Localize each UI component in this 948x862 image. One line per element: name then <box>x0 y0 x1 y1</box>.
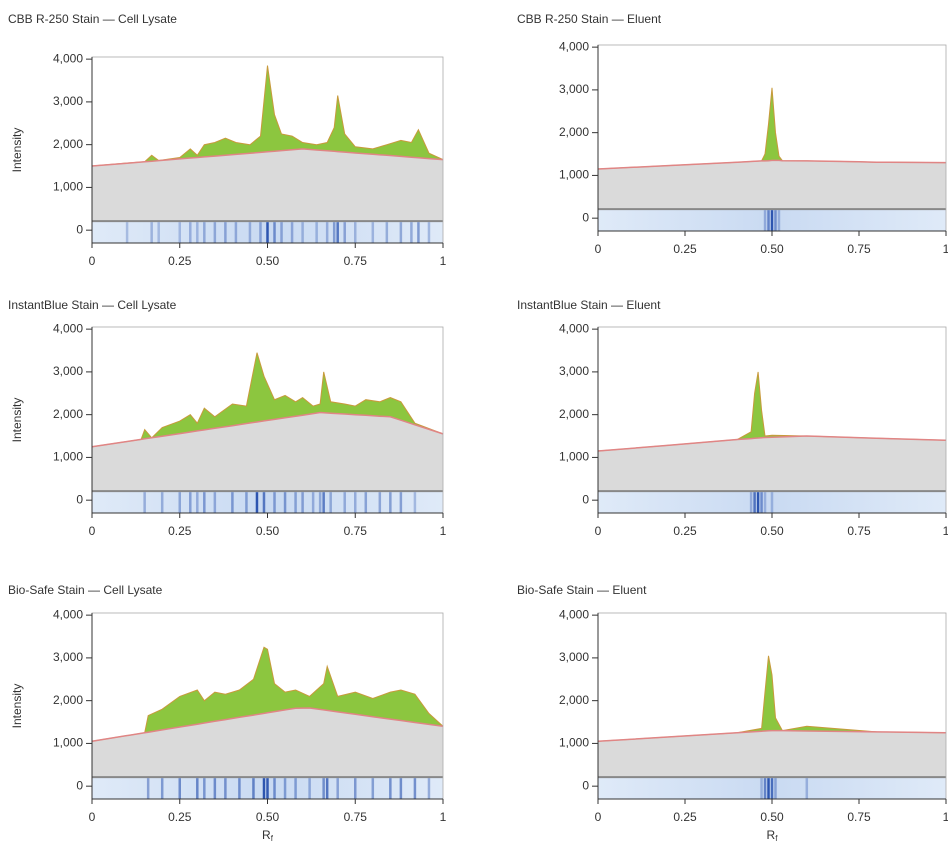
y-tick-label: 0 <box>582 492 589 506</box>
x-tick-label: 0.50 <box>760 524 784 538</box>
x-axis-label-main: R <box>262 828 271 842</box>
y-axis-label: Intensity <box>10 128 24 173</box>
x-tick-label: 0.25 <box>168 524 192 538</box>
x-tick-label: 0.75 <box>344 254 368 268</box>
y-tick-label: 3,000 <box>53 364 83 378</box>
y-tick-label: 3,000 <box>559 82 589 96</box>
x-axis-label-sub: f <box>775 834 778 843</box>
x-tick-label: 0.50 <box>760 810 784 824</box>
figure: CBB R-250 Stain — Cell Lysate 0 1,000 2,000… <box>0 0 948 862</box>
y-tick-label: 4,000 <box>53 321 83 335</box>
x-axis-label: Rf <box>262 828 274 843</box>
y-tick-label: 1,000 <box>559 168 589 182</box>
y-tick-label: 4,000 <box>53 607 83 621</box>
chart-title: InstantBlue Stain — Eluent <box>517 298 661 312</box>
page: {"chart_data": [ {"type": "area", "title… <box>0 0 948 862</box>
x-tick-label: 0.25 <box>673 810 697 824</box>
y-tick-label: 0 <box>76 492 83 506</box>
y-tick-label: 2,000 <box>53 137 83 151</box>
x-tick-label: 1 <box>943 242 948 256</box>
y-tick-label: 2,000 <box>53 693 83 707</box>
x-tick-label: 1 <box>440 254 447 268</box>
y-tick-label: 2,000 <box>559 693 589 707</box>
chart-title: CBB R-250 Stain — Eluent <box>517 12 662 26</box>
y-tick-label: 0 <box>582 210 589 224</box>
x-tick-label: 0 <box>595 524 602 538</box>
y-axis-label: Intensity <box>10 684 24 729</box>
x-tick-label: 0.50 <box>256 524 280 538</box>
y-tick-label: 4,000 <box>559 321 589 335</box>
x-tick-label: 0.50 <box>760 242 784 256</box>
chart-title: Bio-Safe Stain — Cell Lysate <box>8 583 163 597</box>
y-tick-label: 1,000 <box>53 450 83 464</box>
x-tick-label: 1 <box>943 524 948 538</box>
x-tick-label: 0.25 <box>673 242 697 256</box>
x-axis-label-main: R <box>767 828 776 842</box>
y-tick-label: 1,000 <box>53 180 83 194</box>
x-tick-label: 0 <box>595 810 602 824</box>
x-tick-label: 0.25 <box>673 524 697 538</box>
y-tick-label: 3,000 <box>53 94 83 108</box>
chart-title: Bio-Safe Stain — Eluent <box>517 583 647 597</box>
x-tick-label: 0.50 <box>256 254 280 268</box>
x-tick-label: 0.75 <box>344 524 368 538</box>
x-axis-label: Rf <box>767 828 779 843</box>
x-tick-label: 1 <box>440 810 447 824</box>
x-tick-label: 0 <box>595 242 602 256</box>
y-tick-label: 1,000 <box>559 736 589 750</box>
x-tick-label: 0 <box>89 524 96 538</box>
x-tick-label: 0.50 <box>256 810 280 824</box>
y-axis-label: Intensity <box>10 398 24 443</box>
x-tick-label: 1 <box>943 810 948 824</box>
x-tick-label: 1 <box>440 524 447 538</box>
x-tick-label: 0.75 <box>847 524 871 538</box>
x-tick-label: 0.75 <box>847 810 871 824</box>
chart-title: CBB R-250 Stain — Cell Lysate <box>8 12 177 26</box>
y-tick-label: 2,000 <box>559 125 589 139</box>
x-tick-label: 0 <box>89 254 96 268</box>
x-tick-label: 0 <box>89 810 96 824</box>
y-tick-label: 4,000 <box>53 51 83 65</box>
chart-title: InstantBlue Stain — Cell Lysate <box>8 298 177 312</box>
x-tick-label: 0.75 <box>847 242 871 256</box>
y-tick-label: 2,000 <box>53 407 83 421</box>
y-tick-label: 4,000 <box>559 39 589 53</box>
y-tick-label: 3,000 <box>559 650 589 664</box>
y-tick-label: 2,000 <box>559 407 589 421</box>
y-tick-label: 1,000 <box>559 450 589 464</box>
y-tick-label: 0 <box>76 778 83 792</box>
y-tick-label: 0 <box>582 778 589 792</box>
x-tick-label: 0.25 <box>168 254 192 268</box>
x-axis-label-sub: f <box>271 834 274 843</box>
y-tick-label: 0 <box>76 222 83 236</box>
background-area <box>598 160 946 209</box>
y-tick-label: 1,000 <box>53 736 83 750</box>
y-tick-label: 3,000 <box>559 364 589 378</box>
y-tick-label: 3,000 <box>53 650 83 664</box>
x-tick-label: 0.25 <box>168 810 192 824</box>
y-tick-label: 4,000 <box>559 607 589 621</box>
x-tick-label: 0.75 <box>344 810 368 824</box>
